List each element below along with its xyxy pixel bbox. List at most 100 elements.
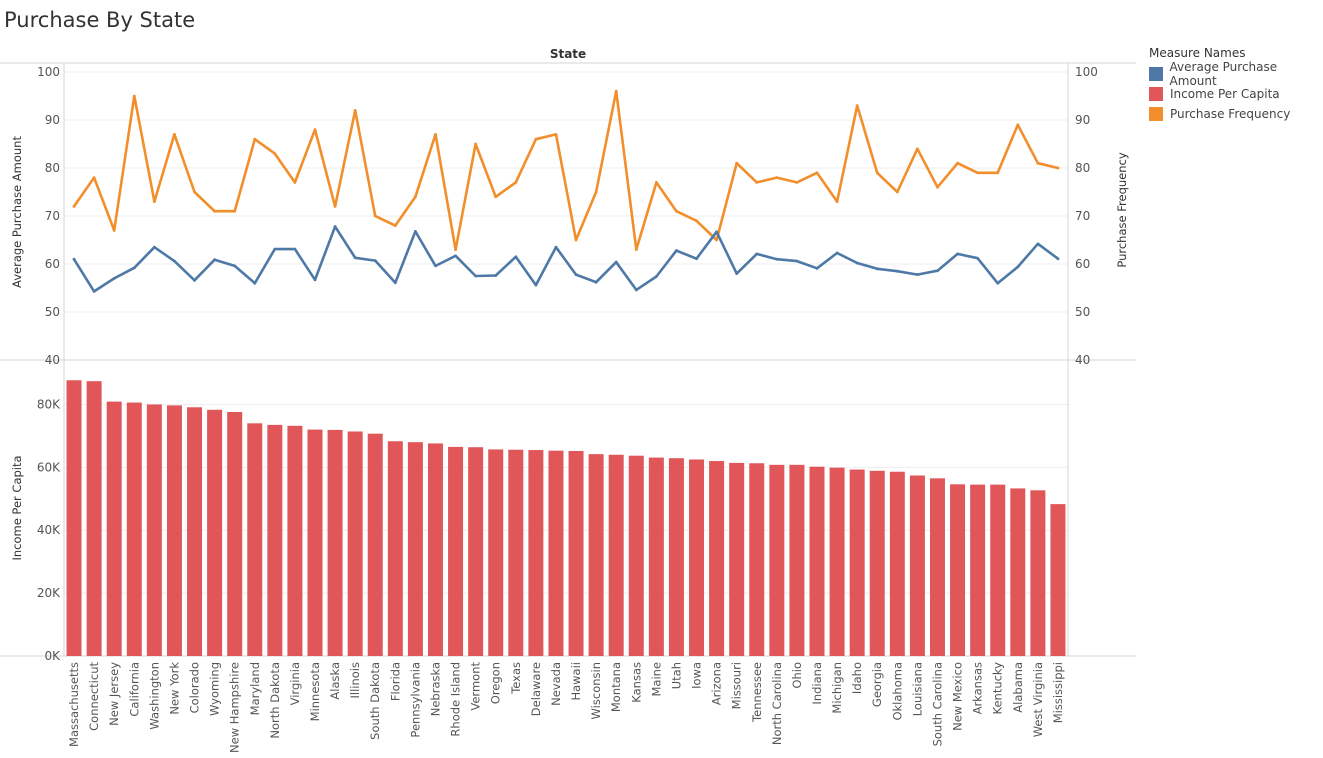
data-point[interactable] bbox=[574, 273, 578, 276]
bar-oregon[interactable] bbox=[488, 449, 504, 656]
data-point[interactable] bbox=[996, 281, 1000, 285]
bar-georgia[interactable] bbox=[869, 470, 885, 656]
data-point[interactable] bbox=[554, 245, 558, 249]
data-point[interactable] bbox=[996, 171, 1000, 175]
bar-north-dakota[interactable] bbox=[267, 424, 283, 656]
data-point[interactable] bbox=[112, 229, 116, 232]
bar-louisiana[interactable] bbox=[909, 475, 925, 656]
bar-ohio[interactable] bbox=[789, 464, 805, 656]
data-point[interactable] bbox=[916, 147, 919, 151]
data-point[interactable] bbox=[594, 280, 598, 284]
bar-maryland[interactable] bbox=[247, 423, 263, 656]
bar-south-dakota[interactable] bbox=[367, 433, 383, 656]
data-point[interactable] bbox=[735, 161, 739, 165]
bar-new-hampshire[interactable] bbox=[227, 411, 243, 656]
data-point[interactable] bbox=[554, 133, 558, 136]
legend-item-income-per-capita[interactable]: Income Per Capita bbox=[1149, 84, 1323, 104]
data-point[interactable] bbox=[474, 274, 478, 278]
data-point[interactable] bbox=[233, 264, 237, 268]
bar-virginia[interactable] bbox=[287, 425, 303, 656]
bar-arkansas[interactable] bbox=[970, 484, 986, 656]
data-point[interactable] bbox=[614, 260, 618, 264]
data-point[interactable] bbox=[353, 109, 357, 112]
data-point[interactable] bbox=[293, 181, 297, 184]
bar-wyoming[interactable] bbox=[207, 409, 223, 656]
bar-north-carolina[interactable] bbox=[769, 464, 785, 656]
series-line-purchase-frequency[interactable] bbox=[72, 89, 1060, 251]
data-point[interactable] bbox=[956, 161, 959, 165]
bar-new-jersey[interactable] bbox=[106, 401, 122, 656]
data-point[interactable] bbox=[1016, 123, 1020, 127]
bar-oklahoma[interactable] bbox=[889, 471, 905, 656]
bar-washington[interactable] bbox=[146, 404, 162, 656]
bar-florida[interactable] bbox=[387, 441, 403, 656]
bar-connecticut[interactable] bbox=[86, 381, 102, 656]
bar-nevada[interactable] bbox=[548, 450, 564, 656]
data-point[interactable] bbox=[233, 209, 237, 213]
bar-nebraska[interactable] bbox=[427, 443, 443, 656]
data-point[interactable] bbox=[313, 128, 317, 132]
data-point[interactable] bbox=[675, 209, 678, 213]
data-point[interactable] bbox=[715, 238, 718, 242]
data-point[interactable] bbox=[895, 190, 899, 194]
data-point[interactable] bbox=[895, 269, 899, 273]
bar-south-carolina[interactable] bbox=[929, 478, 945, 656]
bar-missouri[interactable] bbox=[729, 462, 745, 656]
data-point[interactable] bbox=[1056, 257, 1060, 261]
data-point[interactable] bbox=[193, 278, 196, 282]
data-point[interactable] bbox=[835, 200, 839, 204]
bar-pennsylvania[interactable] bbox=[407, 442, 423, 656]
data-point[interactable] bbox=[795, 181, 799, 184]
data-point[interactable] bbox=[514, 181, 518, 184]
data-point[interactable] bbox=[454, 248, 457, 252]
bar-indiana[interactable] bbox=[809, 466, 825, 656]
data-point[interactable] bbox=[434, 133, 437, 136]
data-point[interactable] bbox=[634, 288, 638, 292]
data-point[interactable] bbox=[92, 176, 96, 180]
data-point[interactable] bbox=[735, 272, 739, 275]
bar-delaware[interactable] bbox=[528, 450, 544, 656]
data-point[interactable] bbox=[675, 249, 678, 252]
data-point[interactable] bbox=[956, 252, 959, 256]
data-point[interactable] bbox=[72, 257, 76, 261]
data-point[interactable] bbox=[414, 229, 417, 233]
bar-california[interactable] bbox=[126, 402, 142, 656]
data-point[interactable] bbox=[815, 171, 819, 175]
data-point[interactable] bbox=[333, 225, 337, 228]
data-point[interactable] bbox=[112, 277, 116, 280]
data-point[interactable] bbox=[936, 185, 939, 189]
data-point[interactable] bbox=[574, 238, 578, 242]
bar-montana[interactable] bbox=[608, 454, 624, 656]
data-point[interactable] bbox=[795, 259, 799, 263]
bar-illinois[interactable] bbox=[347, 431, 363, 656]
bar-colorado[interactable] bbox=[187, 407, 203, 656]
bar-kansas[interactable] bbox=[628, 455, 644, 656]
bar-michigan[interactable] bbox=[829, 467, 845, 656]
legend-item-average-purchase-amount[interactable]: Average Purchase Amount bbox=[1149, 60, 1323, 88]
data-point[interactable] bbox=[594, 190, 598, 194]
data-point[interactable] bbox=[273, 247, 277, 251]
data-point[interactable] bbox=[534, 283, 538, 287]
data-point[interactable] bbox=[253, 281, 257, 285]
data-point[interactable] bbox=[273, 152, 277, 156]
data-point[interactable] bbox=[1016, 265, 1020, 269]
data-point[interactable] bbox=[715, 230, 718, 234]
bar-wisconsin[interactable] bbox=[588, 454, 604, 656]
data-point[interactable] bbox=[434, 264, 437, 268]
bar-idaho[interactable] bbox=[849, 469, 865, 656]
data-point[interactable] bbox=[494, 274, 498, 277]
data-point[interactable] bbox=[293, 247, 297, 251]
data-point[interactable] bbox=[132, 94, 136, 98]
bar-tennessee[interactable] bbox=[749, 463, 765, 656]
bar-massachusetts[interactable] bbox=[66, 380, 82, 656]
data-point[interactable] bbox=[414, 195, 417, 199]
data-point[interactable] bbox=[494, 195, 498, 199]
data-point[interactable] bbox=[253, 137, 257, 141]
data-point[interactable] bbox=[474, 142, 478, 146]
data-point[interactable] bbox=[1056, 166, 1060, 170]
bar-iowa[interactable] bbox=[689, 459, 705, 656]
data-point[interactable] bbox=[152, 200, 156, 204]
data-point[interactable] bbox=[313, 278, 317, 282]
data-point[interactable] bbox=[634, 248, 638, 252]
data-point[interactable] bbox=[373, 214, 377, 218]
